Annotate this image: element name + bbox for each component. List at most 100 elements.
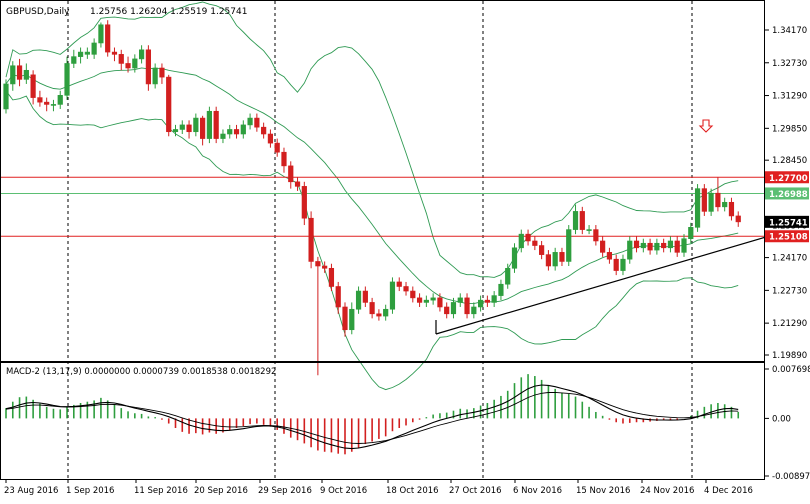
candle bbox=[159, 63, 165, 84]
price-tick-label: 1.29850 bbox=[772, 124, 807, 134]
level-tag[interactable] bbox=[765, 230, 809, 243]
candle bbox=[335, 281, 341, 314]
time-tick-label: 23 Aug 2016 bbox=[4, 486, 58, 496]
price-tick-label: 1.34170 bbox=[772, 26, 807, 36]
candle bbox=[566, 225, 572, 267]
candle bbox=[647, 238, 653, 255]
ascending-trendline[interactable] bbox=[435, 236, 767, 335]
candle bbox=[77, 47, 84, 64]
time-tick-label: 11 Sep 2016 bbox=[134, 486, 188, 496]
candle bbox=[355, 286, 362, 314]
candle bbox=[37, 90, 43, 107]
time-tick-label: 20 Sep 2016 bbox=[194, 486, 248, 496]
candle bbox=[342, 302, 348, 337]
candle bbox=[389, 277, 396, 314]
candle bbox=[518, 229, 524, 253]
candle bbox=[186, 120, 192, 139]
candle bbox=[633, 236, 640, 253]
candle bbox=[132, 54, 138, 73]
candle bbox=[23, 63, 29, 84]
ohlc-values: 1.25756 1.26204 1.25519 1.25741 bbox=[90, 7, 247, 17]
candle bbox=[606, 247, 613, 264]
candle bbox=[261, 122, 267, 139]
time-tick-label: 18 Oct 2016 bbox=[386, 486, 439, 496]
candle bbox=[572, 204, 579, 235]
level-tag-label: 1.26988 bbox=[769, 190, 808, 200]
candle bbox=[30, 70, 36, 105]
candle bbox=[220, 129, 226, 144]
price-axis: 1.341701.327301.312901.298501.284501.270… bbox=[764, 26, 809, 361]
candle bbox=[227, 124, 233, 139]
candle bbox=[600, 236, 606, 257]
candle bbox=[3, 79, 9, 114]
candle bbox=[322, 261, 328, 273]
candle bbox=[145, 45, 151, 91]
time-axis: 23 Aug 2016 1 Sep 2016 11 Sep 2016 20 Sep 2… bbox=[4, 479, 753, 496]
candle bbox=[532, 236, 538, 251]
candle bbox=[539, 240, 545, 260]
candle bbox=[416, 293, 423, 307]
candle bbox=[383, 304, 389, 321]
candle bbox=[152, 63, 158, 89]
level-tag-label: 1.27700 bbox=[769, 174, 808, 184]
candle bbox=[688, 222, 694, 244]
candle bbox=[254, 113, 260, 132]
level-tag-label: 1.25741 bbox=[769, 218, 808, 228]
candle bbox=[91, 38, 97, 59]
candle bbox=[172, 124, 179, 137]
candle bbox=[525, 229, 531, 246]
candle bbox=[471, 302, 477, 319]
candle bbox=[667, 236, 674, 253]
candle bbox=[281, 147, 287, 173]
candle bbox=[464, 293, 470, 319]
candle bbox=[722, 197, 728, 212]
candle bbox=[50, 99, 57, 112]
candle bbox=[552, 247, 558, 271]
candle bbox=[10, 61, 16, 91]
candle bbox=[708, 188, 714, 216]
candle bbox=[139, 45, 145, 64]
candle bbox=[457, 293, 463, 307]
candle bbox=[403, 281, 409, 296]
candle bbox=[328, 263, 335, 292]
candle bbox=[200, 115, 206, 146]
price-tick-label: 1.31290 bbox=[772, 92, 807, 102]
level-tag-label: 1.25108 bbox=[769, 233, 808, 243]
time-tick-label: 6 Nov 2016 bbox=[513, 486, 562, 496]
level-tag[interactable] bbox=[765, 215, 809, 228]
candle bbox=[661, 238, 667, 253]
candle bbox=[267, 129, 274, 148]
candle bbox=[44, 97, 50, 112]
candle bbox=[586, 225, 592, 235]
level-tag[interactable] bbox=[765, 187, 809, 200]
trendline-layer bbox=[435, 236, 767, 335]
price-tick-label: 1.32730 bbox=[772, 59, 807, 69]
price-tick-label: 1.21290 bbox=[772, 319, 807, 329]
candle bbox=[477, 295, 484, 312]
candlestick-series bbox=[3, 20, 741, 376]
price-tick-label: 1.28450 bbox=[772, 156, 807, 166]
candle bbox=[437, 293, 443, 312]
macd-main-line bbox=[5, 391, 739, 444]
macd-tick-label: 0.00 bbox=[772, 414, 791, 424]
candle bbox=[735, 211, 741, 227]
candle bbox=[579, 206, 585, 235]
time-tick-label: 15 Nov 2016 bbox=[576, 486, 630, 496]
candle bbox=[315, 256, 321, 376]
candle bbox=[233, 124, 240, 139]
down-arrow-icon[interactable] bbox=[698, 119, 714, 133]
macd-indicator: 0.007698 0.00 -0.008979 bbox=[5, 365, 810, 482]
level-tag[interactable] bbox=[765, 171, 809, 184]
price-tick-label: 1.19890 bbox=[772, 351, 807, 361]
candle bbox=[16, 58, 23, 87]
candle bbox=[559, 247, 565, 267]
price-tick-label: 1.22730 bbox=[772, 286, 807, 296]
candle bbox=[84, 47, 90, 59]
candle bbox=[694, 184, 701, 232]
candle bbox=[498, 279, 504, 301]
candle bbox=[728, 197, 735, 221]
price-tick-label: 1.24170 bbox=[772, 254, 807, 264]
